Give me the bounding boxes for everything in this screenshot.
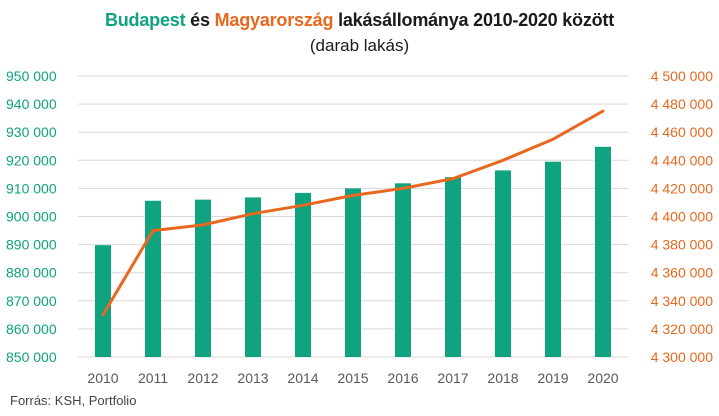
x-tick-label: 2019 xyxy=(537,370,568,386)
y-tick-label-left: 950 000 xyxy=(6,68,57,84)
y-tick-label-left: 940 000 xyxy=(6,96,57,112)
y-tick-label-right: 4 340 000 xyxy=(651,293,713,309)
x-tick-label: 2016 xyxy=(387,370,418,386)
bar-budapest xyxy=(545,161,561,357)
x-tick-label: 2018 xyxy=(487,370,518,386)
x-tick-label: 2017 xyxy=(437,370,468,386)
y-tick-label-left: 880 000 xyxy=(6,265,57,281)
title-budapest: Budapest xyxy=(104,10,186,30)
bar-budapest xyxy=(195,199,211,357)
source-note: Forrás: KSH, Portfolio xyxy=(10,393,137,408)
y-tick-label-right: 4 320 000 xyxy=(651,321,713,337)
y-tick-label-right: 4 420 000 xyxy=(651,180,713,196)
y-tick-label-left: 850 000 xyxy=(6,349,57,365)
y-tick-label-left: 930 000 xyxy=(6,124,57,140)
bar-budapest xyxy=(295,192,311,357)
chart-subtitle: (darab lakás) xyxy=(309,36,410,55)
y-tick-label-right: 4 360 000 xyxy=(651,265,713,281)
bar-budapest xyxy=(495,170,511,357)
bar-budapest xyxy=(595,146,611,357)
bar-budapest xyxy=(145,200,161,357)
x-tick-label: 2013 xyxy=(237,370,268,386)
line-magyarorszag xyxy=(101,109,605,317)
y-tick-label-right: 4 460 000 xyxy=(651,124,713,140)
bar-budapest xyxy=(245,197,261,357)
title-magyarorszag: Magyarország xyxy=(214,10,334,30)
x-tick-label: 2011 xyxy=(138,370,168,386)
y-tick-label-right: 4 480 000 xyxy=(651,96,713,112)
bar-budapest xyxy=(395,183,411,357)
chart-title: Budapest és Magyarország lakásállománya … xyxy=(0,10,719,31)
y-tick-label-left: 910 000 xyxy=(6,180,57,196)
bar-budapest xyxy=(95,245,111,357)
y-tick-label-right: 4 380 000 xyxy=(651,237,713,253)
y-tick-label-left: 890 000 xyxy=(6,237,57,253)
y-tick-label-right: 4 500 000 xyxy=(651,68,713,84)
bar-budapest xyxy=(445,177,461,357)
y-tick-label-right: 4 440 000 xyxy=(651,152,713,168)
y-tick-label-right: 4 300 000 xyxy=(651,349,713,365)
y-tick-label-left: 870 000 xyxy=(6,293,57,309)
title-connector: és xyxy=(185,10,215,30)
x-tick-label: 2015 xyxy=(337,370,368,386)
x-tick-label: 2014 xyxy=(287,370,318,386)
x-tick-label: 2012 xyxy=(187,370,218,386)
y-tick-label-left: 900 000 xyxy=(6,209,57,225)
y-tick-label-left: 860 000 xyxy=(6,321,57,337)
y-tick-label-left: 920 000 xyxy=(6,152,57,168)
x-tick-label: 2010 xyxy=(87,370,118,386)
bar-budapest xyxy=(345,188,361,357)
x-tick-label: 2020 xyxy=(587,370,618,386)
y-tick-label-right: 4 400 000 xyxy=(651,209,713,225)
title-rest: lakásállománya 2010-2020 között xyxy=(333,10,615,30)
